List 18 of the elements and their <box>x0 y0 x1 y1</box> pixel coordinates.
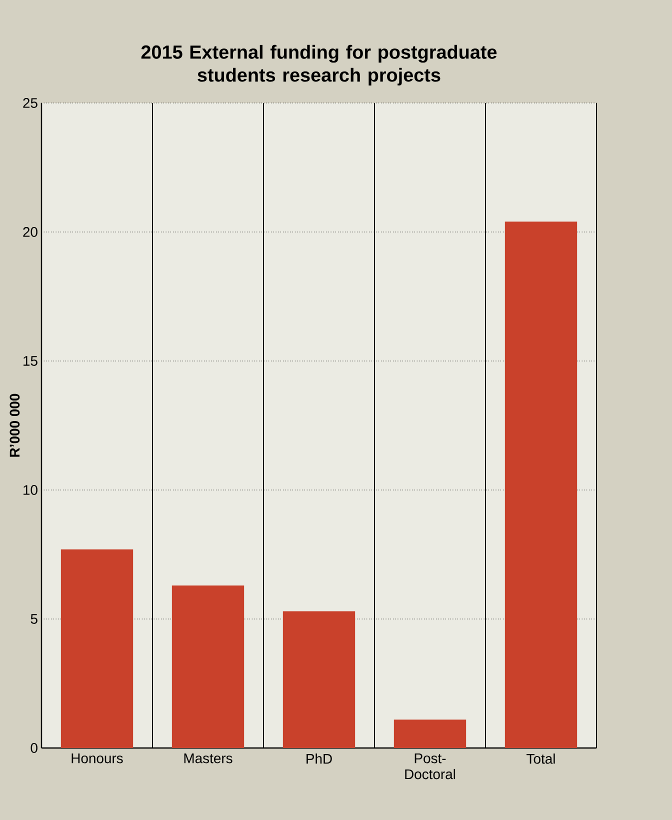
y-tick-label: 10 <box>24 485 38 495</box>
bar <box>394 720 466 748</box>
chart-title: 2015 External funding for postgraduate students research projects <box>141 44 497 86</box>
bar <box>60 549 134 748</box>
x-tick-label: Masters <box>184 754 232 764</box>
bar <box>504 222 578 748</box>
x-tick-label: Honours <box>72 754 123 764</box>
x-tick-label: Total <box>526 754 555 764</box>
y-tick-label: 5 <box>30 614 38 624</box>
bar <box>172 585 244 748</box>
y-axis-title: R’000 000 <box>10 394 20 457</box>
x-tick-label: Post-Doctoral <box>405 754 456 780</box>
y-tick-label: 20 <box>23 227 38 237</box>
x-tick-label: PhD <box>306 754 332 764</box>
y-tick-label: 15 <box>24 356 38 366</box>
y-tick-label: 0 <box>30 743 38 753</box>
bar <box>282 611 356 748</box>
y-tick-label: 25 <box>23 98 38 108</box>
